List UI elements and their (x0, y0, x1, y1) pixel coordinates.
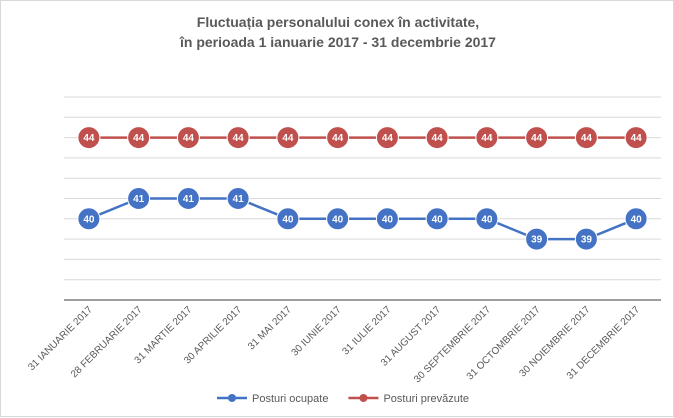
data-point (375, 207, 399, 231)
data-label: 39 (531, 235, 543, 246)
chart-title-line: Fluctuația personalului conex în activit… (197, 14, 479, 30)
chart-title: Fluctuația personalului conex în activit… (179, 14, 496, 50)
data-point (624, 126, 648, 150)
legend-marker (228, 394, 236, 402)
legend-label: Posturi prevăzute (383, 393, 469, 405)
x-tick-label: 31 MAI 2017 (246, 304, 294, 352)
data-point (176, 187, 200, 210)
data-point (326, 207, 350, 231)
data-point (77, 207, 101, 231)
data-point (525, 227, 549, 251)
legend-label: Posturi ocupate (252, 393, 328, 405)
data-label: 41 (233, 194, 245, 205)
data-point (425, 207, 449, 231)
data-point (127, 187, 151, 210)
data-label: 44 (531, 133, 543, 144)
data-label: 40 (432, 214, 444, 225)
legend-item: Posturi prevăzute (348, 393, 469, 405)
data-point (574, 126, 598, 150)
series-posturi-prevăzute: 44 44 44 44 44 44 44 44 44 44 44 44 (77, 126, 648, 150)
data-point (574, 227, 598, 251)
data-label: 44 (432, 133, 444, 144)
data-label: 44 (581, 133, 593, 144)
chart-title-line: în perioada 1 ianuarie 2017 - 31 decembr… (179, 34, 496, 50)
data-point (77, 126, 101, 150)
data-point (226, 187, 250, 210)
data-label: 44 (631, 133, 643, 144)
data-label: 44 (332, 133, 344, 144)
data-label: 44 (481, 133, 493, 144)
legend: Posturi ocupate Posturi prevăzute (217, 393, 469, 405)
data-point (475, 207, 499, 231)
data-point (326, 126, 350, 150)
data-point (276, 207, 300, 231)
data-point (176, 126, 200, 150)
series-posturi-ocupate: 40 41 41 41 40 40 40 40 40 39 39 40 (77, 187, 648, 251)
data-point (624, 207, 648, 231)
data-point (375, 126, 399, 150)
data-label: 40 (481, 214, 493, 225)
data-point (475, 126, 499, 150)
data-point (276, 126, 300, 150)
data-label: 44 (382, 133, 394, 144)
data-label: 44 (282, 133, 294, 144)
data-label: 41 (133, 194, 145, 205)
data-label: 40 (282, 214, 294, 225)
data-point (127, 126, 151, 150)
data-label: 39 (581, 235, 593, 246)
data-label: 44 (83, 133, 95, 144)
data-label: 40 (631, 214, 643, 225)
legend-item: Posturi ocupate (217, 393, 328, 405)
data-label: 40 (382, 214, 394, 225)
data-label: 41 (183, 194, 195, 205)
data-label: 44 (183, 133, 195, 144)
data-label: 40 (332, 214, 344, 225)
data-point (425, 126, 449, 150)
data-label: 44 (233, 133, 245, 144)
data-point (226, 126, 250, 150)
data-point (525, 126, 549, 150)
data-label: 40 (83, 214, 95, 225)
x-tick-label: 31 IULIE 2017 (341, 304, 394, 357)
legend-marker (359, 394, 368, 402)
x-tick-label: 30 IUNIE 2017 (290, 304, 344, 358)
data-label: 44 (133, 133, 145, 144)
